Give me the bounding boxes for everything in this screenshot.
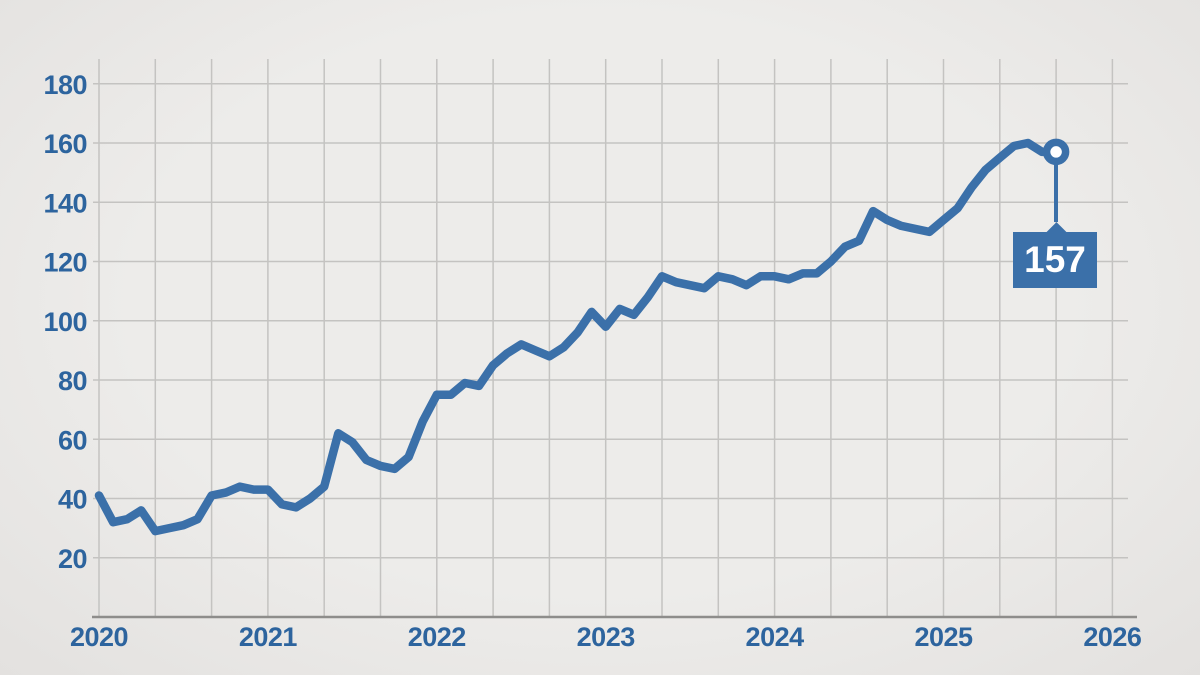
x-axis-tick-label: 2021 xyxy=(239,622,298,652)
x-axis-tick-label: 2024 xyxy=(746,622,805,652)
x-axis-tick-label: 2023 xyxy=(577,622,636,652)
x-axis-tick-label: 2025 xyxy=(914,622,973,652)
callout-value: 157 xyxy=(1024,239,1086,280)
x-axis-tick-label: 2026 xyxy=(1083,622,1142,652)
y-axis-tick-label: 100 xyxy=(43,307,87,337)
y-axis-tick-label: 40 xyxy=(58,485,87,515)
x-axis-tick-label: 2022 xyxy=(408,622,466,652)
callout-stem xyxy=(1054,164,1058,222)
callout-box: 157 xyxy=(1013,232,1097,288)
y-axis-tick-label: 160 xyxy=(43,129,87,159)
x-axis-tick-label: 2020 xyxy=(70,622,128,652)
y-axis-tick-label: 60 xyxy=(58,425,87,455)
y-axis-tick-label: 180 xyxy=(43,70,87,100)
y-axis-tick-label: 80 xyxy=(58,366,87,396)
end-point-marker-icon xyxy=(1042,138,1070,166)
y-axis-tick-label: 120 xyxy=(43,248,87,278)
data-line xyxy=(94,138,1061,536)
y-axis-tick-label: 140 xyxy=(43,188,87,218)
y-axis-tick-label: 20 xyxy=(58,544,87,574)
